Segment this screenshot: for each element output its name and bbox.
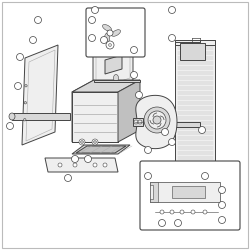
Circle shape (218, 216, 226, 224)
Polygon shape (22, 45, 58, 145)
FancyBboxPatch shape (140, 161, 240, 230)
Circle shape (108, 44, 112, 46)
Circle shape (24, 102, 26, 104)
Circle shape (30, 36, 36, 44)
Circle shape (16, 54, 24, 60)
Polygon shape (175, 40, 215, 45)
Polygon shape (165, 122, 200, 127)
Circle shape (191, 210, 195, 214)
Circle shape (144, 146, 152, 154)
Circle shape (218, 202, 226, 208)
Polygon shape (105, 55, 122, 74)
Circle shape (144, 107, 170, 133)
Circle shape (24, 118, 26, 121)
Circle shape (160, 210, 164, 214)
Circle shape (168, 138, 175, 145)
Circle shape (80, 140, 84, 143)
Polygon shape (72, 80, 94, 142)
Ellipse shape (104, 33, 110, 43)
Polygon shape (175, 40, 215, 170)
Circle shape (203, 210, 207, 214)
Circle shape (180, 210, 184, 214)
Circle shape (168, 6, 175, 14)
Circle shape (84, 156, 91, 162)
Polygon shape (96, 43, 130, 89)
Polygon shape (150, 182, 220, 202)
Circle shape (25, 84, 27, 87)
Circle shape (73, 163, 77, 167)
Polygon shape (133, 118, 143, 126)
Circle shape (14, 82, 21, 89)
Circle shape (79, 139, 85, 145)
Circle shape (100, 36, 107, 44)
FancyBboxPatch shape (86, 8, 145, 57)
Circle shape (138, 120, 142, 124)
Circle shape (64, 174, 71, 182)
Polygon shape (72, 92, 118, 142)
Circle shape (107, 30, 113, 36)
Circle shape (72, 156, 78, 162)
Circle shape (92, 139, 98, 145)
Circle shape (134, 120, 138, 124)
Circle shape (136, 92, 142, 98)
Circle shape (130, 72, 138, 78)
Circle shape (174, 220, 182, 226)
Circle shape (144, 172, 152, 180)
Polygon shape (180, 43, 205, 60)
Circle shape (103, 163, 107, 167)
Ellipse shape (114, 74, 118, 82)
Circle shape (198, 126, 205, 134)
Circle shape (153, 116, 161, 124)
Polygon shape (150, 182, 158, 202)
Circle shape (218, 186, 226, 194)
Circle shape (34, 16, 42, 24)
Circle shape (93, 163, 97, 167)
Circle shape (170, 210, 174, 214)
Polygon shape (26, 50, 55, 141)
Polygon shape (72, 80, 140, 92)
Circle shape (58, 163, 62, 167)
Ellipse shape (102, 24, 112, 31)
Circle shape (6, 122, 14, 130)
Circle shape (92, 6, 98, 14)
Circle shape (168, 34, 175, 42)
Polygon shape (76, 146, 126, 153)
Circle shape (158, 220, 166, 226)
Polygon shape (45, 158, 118, 172)
Polygon shape (172, 186, 205, 198)
Ellipse shape (112, 30, 120, 36)
Polygon shape (136, 95, 177, 149)
Circle shape (106, 41, 114, 49)
Polygon shape (72, 145, 130, 154)
Polygon shape (94, 80, 140, 82)
Ellipse shape (9, 113, 15, 120)
Circle shape (148, 111, 166, 129)
Circle shape (202, 172, 208, 180)
Circle shape (94, 140, 96, 143)
Circle shape (88, 34, 96, 42)
Circle shape (162, 128, 168, 136)
Circle shape (88, 16, 96, 24)
Polygon shape (93, 40, 133, 92)
Polygon shape (118, 80, 140, 142)
Polygon shape (12, 113, 70, 120)
Circle shape (130, 46, 138, 54)
